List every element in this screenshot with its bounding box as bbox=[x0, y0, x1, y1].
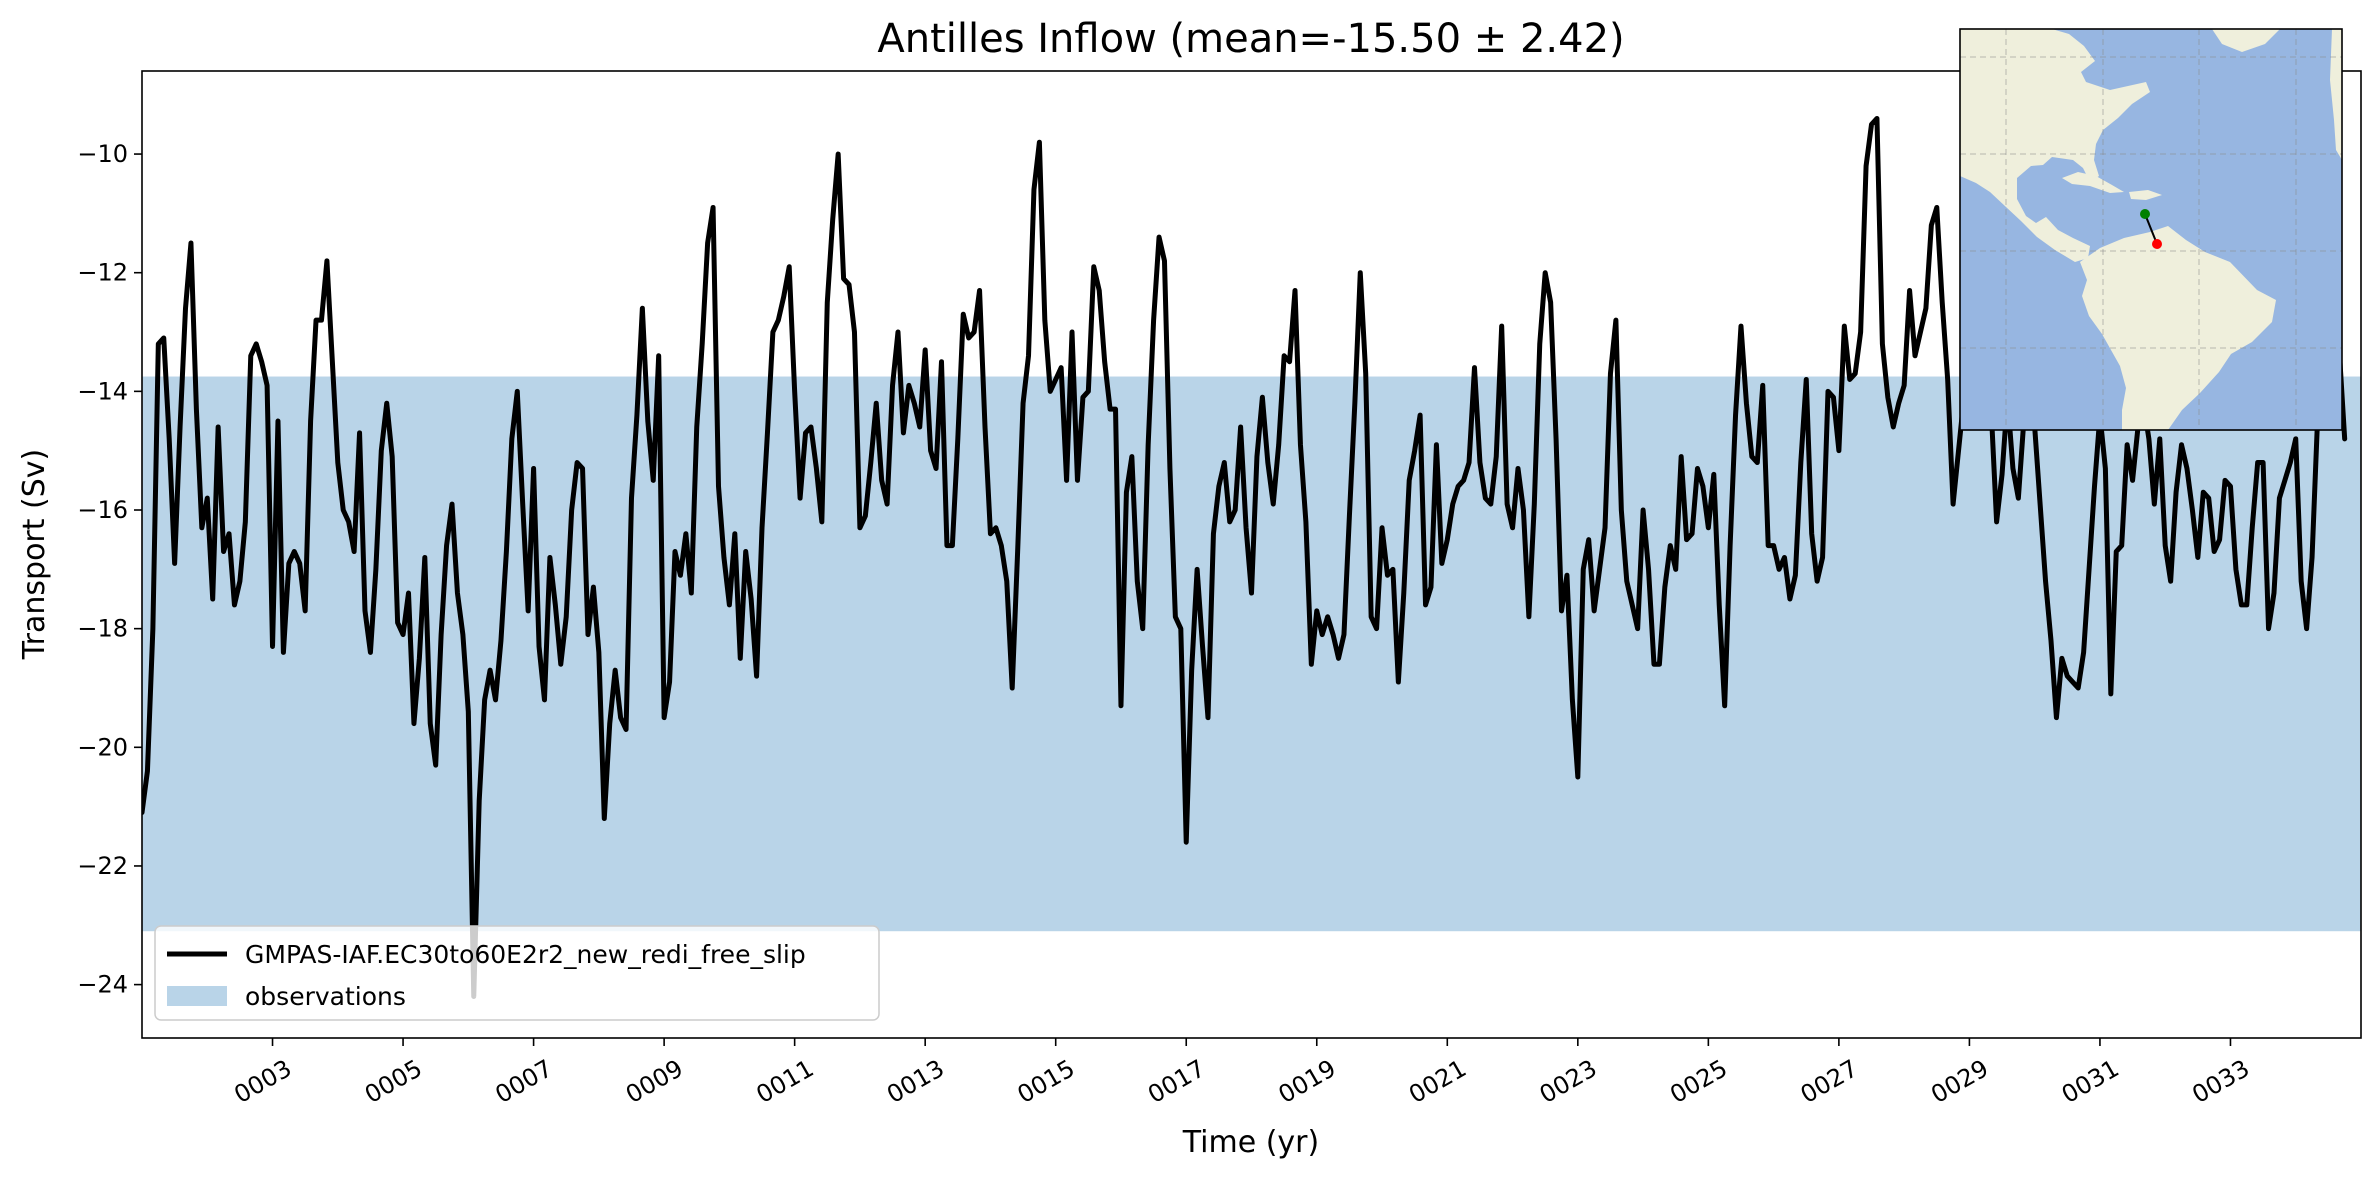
plot-area bbox=[142, 115, 2361, 999]
y-axis-ticks: −24 −22 −20 −18 −16 −14 −12 −10 bbox=[77, 140, 142, 999]
y-tick-label: −16 bbox=[77, 496, 128, 524]
legend-box bbox=[154, 925, 880, 1021]
inset-transect-line bbox=[2144, 213, 2158, 245]
y-tick-label: −22 bbox=[77, 852, 128, 880]
legend-label-series: GMPAS-IAF.EC30to60E2r2_new_redi_free_sli… bbox=[245, 940, 806, 969]
inset-transect-start-marker bbox=[2140, 209, 2150, 219]
legend-band-swatch bbox=[167, 986, 227, 1006]
legend-label-observations: observations bbox=[245, 982, 406, 1011]
y-tick-label: −24 bbox=[77, 971, 128, 999]
y-axis-label: Transport (Sv) bbox=[17, 449, 52, 661]
y-tick-label: −10 bbox=[77, 140, 128, 168]
chart-title: Antilles Inflow (mean=-15.50 ± 2.42) bbox=[877, 16, 1624, 62]
inset-land-north-america bbox=[1960, 29, 2150, 262]
inset-map bbox=[1959, 28, 2343, 431]
y-tick-label: −18 bbox=[77, 615, 128, 643]
inset-transect-end-marker bbox=[2152, 239, 2162, 249]
x-axis-label: Time (yr) bbox=[1182, 1125, 1319, 1160]
y-tick-label: −12 bbox=[77, 259, 128, 287]
inset-land-cuba bbox=[2062, 172, 2124, 193]
legend: GMPAS-IAF.EC30to60E2r2_new_redi_free_sli… bbox=[154, 925, 880, 1021]
inset-land-south-america bbox=[2080, 226, 2276, 430]
plot-frame bbox=[141, 70, 2362, 1039]
inset-frame bbox=[1959, 28, 2343, 431]
y-tick-label: −14 bbox=[77, 377, 128, 405]
inset-gridlines bbox=[1960, 29, 2342, 430]
observations-band bbox=[142, 376, 2361, 932]
inset-land-greenland bbox=[2212, 29, 2280, 52]
y-tick-label: −20 bbox=[77, 733, 128, 761]
inset-land-europe-africa bbox=[2330, 29, 2342, 160]
inset-land-hispaniola bbox=[2129, 190, 2162, 200]
